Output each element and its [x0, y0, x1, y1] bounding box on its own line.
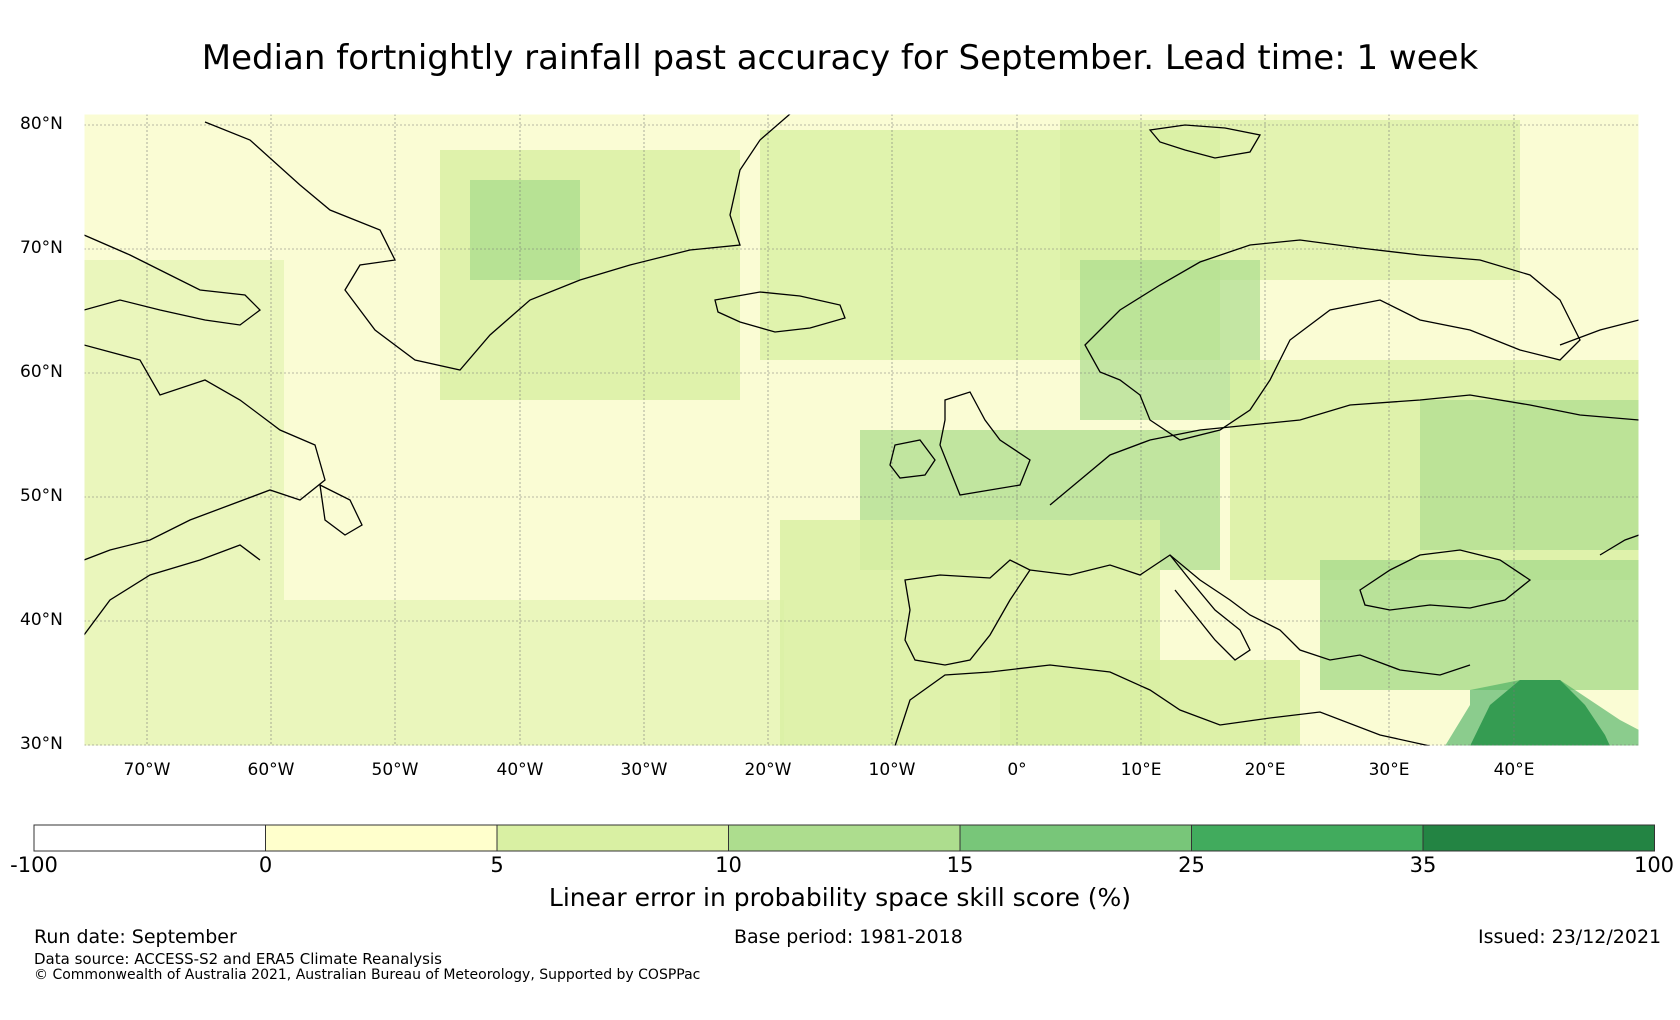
coastline-baffin-island	[84, 234, 261, 326]
coastline-labrador	[84, 344, 326, 561]
lon-label-50w: 50°W	[371, 760, 419, 780]
colorbar-tick-25: 25	[1178, 853, 1205, 877]
field-patch-russia	[1420, 400, 1639, 550]
map-frame	[83, 113, 1640, 747]
coastline-iberia	[904, 559, 1031, 666]
coastline-ireland	[889, 439, 936, 479]
coastline-mediterranean-north	[1029, 554, 1471, 676]
coastline-north-africa	[894, 664, 1431, 746]
colorbar-tick-5: 5	[490, 853, 504, 877]
colorbar-tick-15: 15	[946, 853, 974, 877]
coastline-italy	[1169, 554, 1251, 661]
lon-label-60w: 60°W	[247, 760, 295, 780]
coastline-black-sea	[1359, 549, 1532, 611]
graticule	[84, 114, 1639, 746]
field-patch-subtropics	[84, 600, 784, 746]
colorbar-tick-100: 100	[1633, 853, 1675, 877]
coastline-iceland	[714, 291, 846, 333]
lon-label-0: 0°	[1007, 760, 1027, 780]
map-title: Median fortnightly rainfall past accurac…	[201, 38, 1479, 78]
colorbar-segment-0-5	[265, 825, 497, 851]
colorbar-frame	[33, 824, 1655, 852]
coastline-novaya-zemlya	[1559, 319, 1639, 346]
colorbar-segment-25-35	[1191, 825, 1423, 851]
field-patch-arctic	[1060, 120, 1520, 280]
lat-label-70n: 70°N	[20, 238, 63, 258]
lat-label-40n: 40°N	[20, 610, 63, 630]
colorbar-segment-10-15	[728, 825, 960, 851]
lon-label-20w: 20°W	[744, 760, 792, 780]
field-patch-black-sea	[1320, 560, 1639, 690]
lon-label-20e: 20°E	[1244, 760, 1286, 780]
base-period: Base period: 1981-2018	[734, 926, 963, 948]
colorbar	[33, 824, 1655, 852]
coastlines	[84, 114, 1639, 746]
lat-label-80n: 80°N	[20, 114, 63, 134]
coastline-greenland	[204, 114, 791, 371]
lon-label-40w: 40°W	[496, 760, 544, 780]
skill-field	[84, 114, 1639, 746]
colorbar-tick-35: 35	[1409, 853, 1437, 877]
coastline-newfoundland	[319, 483, 363, 536]
coastline-svalbard	[1148, 124, 1262, 159]
coastline-nova-scotia	[84, 544, 261, 636]
lat-label-60n: 60°N	[20, 362, 63, 382]
field-patch-caucasus-mid	[1445, 680, 1639, 746]
coastline-great-britain	[939, 391, 1031, 496]
lon-label-70w: 70°W	[123, 760, 171, 780]
lon-label-30e: 30°E	[1368, 760, 1410, 780]
colorbar-tick-10: 10	[715, 853, 742, 877]
lon-label-40e: 40°E	[1493, 760, 1535, 780]
coastline-scandinavia	[1084, 239, 1581, 441]
colorbar-segment-15-25	[960, 825, 1192, 851]
lon-label-10e: 10°E	[1120, 760, 1162, 780]
run-date: Run date: September	[34, 926, 237, 948]
data-source: Data source: ACCESS-S2 and ERA5 Climate …	[34, 950, 442, 968]
lon-label-10w: 10°W	[868, 760, 916, 780]
colorbar-tick-0: 0	[258, 853, 273, 877]
lat-label-30n: 30°N	[20, 734, 63, 754]
colorbar-segment-neg100-0	[34, 825, 266, 851]
coastline-continental-europe	[1049, 394, 1639, 506]
colorbar-label: Linear error in probability space skill …	[548, 883, 1132, 912]
field-patch-north-africa	[1000, 660, 1300, 746]
field-patch-denmark-strait	[470, 180, 580, 280]
issued-date: Issued: 23/12/2021	[1478, 926, 1662, 948]
colorbar-segment-5-10	[497, 825, 729, 851]
colorbar-segment-35-100	[1423, 825, 1655, 851]
coastline-caspian	[1599, 534, 1639, 556]
colorbar-tick-neg100: -100	[10, 853, 58, 877]
lon-label-30w: 30°W	[620, 760, 668, 780]
lat-label-50n: 50°N	[20, 486, 63, 506]
copyright: © Commonwealth of Australia 2021, Austra…	[34, 967, 701, 983]
